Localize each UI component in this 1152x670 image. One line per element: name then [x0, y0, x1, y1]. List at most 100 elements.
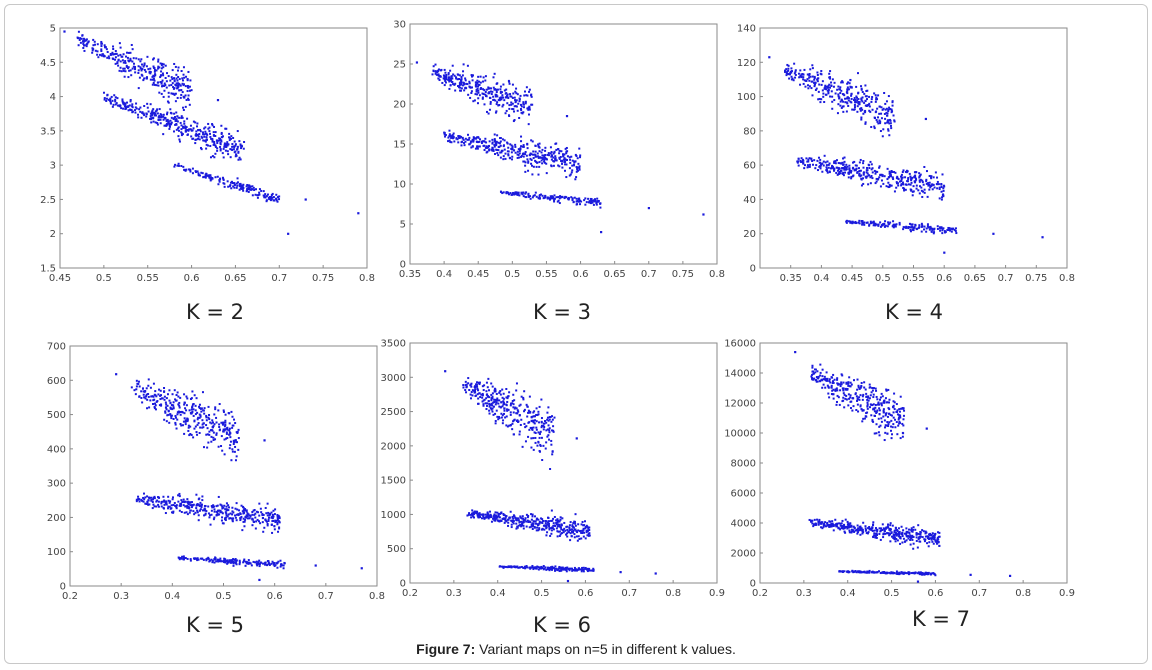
data-point	[532, 520, 535, 523]
data-point	[134, 393, 137, 396]
data-point	[831, 100, 834, 103]
data-point	[813, 78, 816, 81]
data-point	[538, 165, 541, 168]
data-point	[232, 561, 235, 564]
data-point	[487, 395, 490, 398]
data-point	[524, 150, 527, 153]
data-point	[170, 414, 173, 417]
data-point	[96, 50, 99, 53]
data-point	[212, 131, 215, 134]
data-point	[553, 150, 556, 153]
data-point	[849, 407, 852, 410]
data-point	[858, 387, 861, 390]
data-point	[840, 81, 843, 84]
data-point	[813, 85, 816, 88]
data-point	[485, 94, 488, 97]
data-point	[180, 93, 183, 96]
data-point	[188, 434, 191, 437]
data-point	[235, 519, 238, 522]
data-point	[597, 199, 600, 202]
data-point	[903, 409, 906, 412]
data-point	[272, 561, 275, 564]
data-point	[912, 190, 915, 193]
data-point	[251, 194, 254, 197]
data-point	[194, 409, 197, 412]
data-point	[519, 148, 522, 151]
data-point	[510, 526, 513, 529]
data-point	[196, 122, 199, 125]
data-point	[847, 220, 850, 223]
data-point	[208, 413, 211, 416]
data-point	[834, 92, 837, 95]
data-point	[787, 72, 790, 75]
data-point	[94, 49, 97, 52]
data-point	[549, 146, 552, 149]
data-point	[813, 377, 816, 380]
data-point	[528, 428, 531, 431]
data-point	[849, 385, 852, 388]
data-point	[859, 107, 862, 110]
data-point	[902, 183, 905, 186]
data-point	[538, 161, 541, 164]
data-point	[502, 513, 505, 516]
data-point	[185, 98, 188, 101]
data-point	[257, 561, 260, 564]
data-point	[826, 89, 829, 92]
data-point	[218, 180, 221, 183]
data-point	[542, 519, 545, 522]
x-tick-label: 0.5	[96, 273, 112, 284]
data-point	[507, 408, 510, 411]
data-point	[566, 535, 569, 538]
data-point	[205, 136, 208, 139]
data-point	[222, 428, 225, 431]
data-point	[878, 112, 881, 115]
data-point	[880, 179, 883, 182]
data-point	[540, 424, 543, 427]
data-point	[128, 104, 131, 107]
data-point	[194, 404, 197, 407]
data-point	[578, 147, 581, 150]
data-point	[570, 535, 573, 538]
data-point	[188, 168, 191, 171]
data-point	[236, 184, 239, 187]
data-point	[884, 117, 887, 120]
data-point	[448, 135, 451, 138]
data-point	[449, 134, 452, 137]
data-point	[792, 79, 795, 82]
data-point	[860, 88, 863, 91]
data-point	[818, 165, 821, 168]
data-point	[515, 527, 518, 530]
data-point	[189, 398, 192, 401]
data-point	[224, 561, 227, 564]
data-point	[584, 525, 587, 528]
data-point	[248, 184, 251, 187]
data-point	[208, 516, 211, 519]
data-point	[260, 561, 263, 564]
data-point	[537, 529, 540, 532]
data-point	[199, 128, 202, 131]
data-point	[222, 506, 225, 509]
data-point	[168, 125, 171, 128]
data-point	[880, 392, 883, 395]
data-point	[884, 224, 887, 227]
data-point	[909, 228, 912, 231]
data-point	[863, 110, 866, 113]
data-point	[184, 130, 187, 133]
data-point	[235, 182, 238, 185]
data-point	[860, 174, 863, 177]
data-point	[202, 139, 205, 142]
data-point	[788, 77, 791, 80]
data-point	[232, 148, 235, 151]
data-point	[537, 410, 540, 413]
data-point	[585, 531, 588, 534]
data-point	[235, 186, 238, 189]
data-point	[174, 65, 177, 68]
data-point	[568, 526, 571, 529]
data-point	[226, 144, 229, 147]
data-point	[936, 176, 939, 179]
data-point	[504, 157, 507, 160]
data-point	[162, 113, 165, 116]
data-point	[272, 196, 275, 199]
data-point	[890, 108, 893, 111]
data-point	[586, 525, 589, 528]
